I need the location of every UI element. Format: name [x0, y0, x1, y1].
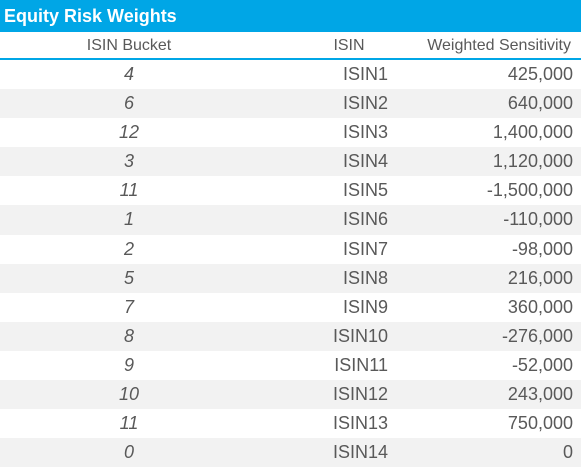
table-title: Equity Risk Weights	[0, 0, 581, 32]
table-row: 11 ISIN13 750,000	[0, 409, 581, 438]
cell-weighted-sensitivity: 216,000	[507, 267, 573, 288]
cell-isin: ISIN6	[342, 209, 388, 230]
column-header-weighted-sensitivity: Weighted Sensitivity	[427, 37, 571, 54]
table-row: 2 ISIN7 -98,000	[0, 235, 581, 264]
cell-isin-bucket: 9	[123, 354, 134, 375]
table-header-row: ISIN Bucket ISIN Weighted Sensitivity	[0, 32, 581, 60]
table-row: 8 ISIN10 -276,000	[0, 321, 581, 351]
cell-isin-bucket: 1	[123, 209, 134, 230]
cell-isin: ISIN10	[332, 325, 388, 346]
table-row: 12 ISIN3 1,400,000	[0, 118, 581, 147]
cell-isin-bucket: 3	[123, 151, 134, 172]
table-row: 5 ISIN8 216,000	[0, 263, 581, 293]
cell-isin-bucket: 2	[123, 238, 134, 259]
cell-weighted-sensitivity: 640,000	[507, 93, 573, 114]
cell-isin: ISIN11	[334, 354, 388, 375]
cell-weighted-sensitivity: 1,120,000	[492, 151, 573, 172]
cell-isin-bucket: 5	[123, 267, 134, 288]
cell-weighted-sensitivity: -110,000	[503, 209, 573, 230]
cell-weighted-sensitivity: 1,400,000	[492, 122, 573, 143]
cell-weighted-sensitivity: -52,000	[511, 354, 573, 375]
table-body: 4 ISIN1 425,000 6 ISIN2 640,000 12 ISIN3 1,400,0…	[0, 60, 581, 467]
table-row: 6 ISIN2 640,000	[0, 89, 581, 119]
cell-weighted-sensitivity: 360,000	[507, 296, 573, 317]
table-row: 11 ISIN5 -1,500,000	[0, 176, 581, 205]
table-row: 9 ISIN11 -52,000	[0, 351, 581, 380]
table-row: 3 ISIN4 1,120,000	[0, 147, 581, 177]
cell-weighted-sensitivity: -276,000	[501, 325, 573, 346]
cell-isin-bucket: 12	[118, 122, 140, 143]
column-header-isin: ISIN	[333, 37, 365, 54]
cell-isin: ISIN5	[342, 180, 388, 201]
cell-isin-bucket: 11	[119, 413, 139, 434]
cell-isin: ISIN1	[342, 64, 388, 84]
cell-weighted-sensitivity: -98,000	[511, 238, 573, 259]
column-header-isin-bucket: ISIN Bucket	[86, 37, 172, 54]
cell-isin-bucket: 6	[123, 93, 134, 114]
table-row: 7 ISIN9 360,000	[0, 293, 581, 322]
table-row: 4 ISIN1 425,000	[0, 60, 581, 89]
cell-isin: ISIN8	[342, 267, 388, 288]
table-row: 10 ISIN12 243,000	[0, 380, 581, 410]
cell-isin-bucket: 4	[123, 64, 134, 84]
cell-isin: ISIN3	[342, 122, 388, 143]
cell-isin-bucket: 8	[123, 325, 134, 346]
cell-isin: ISIN13	[332, 413, 388, 434]
cell-isin: ISIN7	[342, 238, 388, 259]
table-row: 1 ISIN6 -110,000	[0, 205, 581, 235]
cell-weighted-sensitivity: 425,000	[507, 64, 573, 84]
cell-weighted-sensitivity: 0	[562, 442, 573, 463]
cell-isin-bucket: 0	[123, 442, 134, 463]
cell-isin: ISIN14	[332, 442, 388, 463]
cell-weighted-sensitivity: 243,000	[507, 384, 573, 405]
cell-isin: ISIN12	[332, 384, 388, 405]
cell-isin: ISIN9	[342, 296, 388, 317]
cell-isin-bucket: 11	[119, 180, 139, 201]
table-row: 0 ISIN14 0	[0, 438, 581, 467]
cell-weighted-sensitivity: -1,500,000	[486, 180, 573, 201]
cell-isin: ISIN2	[342, 93, 388, 114]
cell-weighted-sensitivity: 750,000	[507, 413, 573, 434]
cell-isin-bucket: 10	[118, 384, 140, 405]
cell-isin: ISIN4	[342, 151, 388, 172]
cell-isin-bucket: 7	[123, 296, 134, 317]
